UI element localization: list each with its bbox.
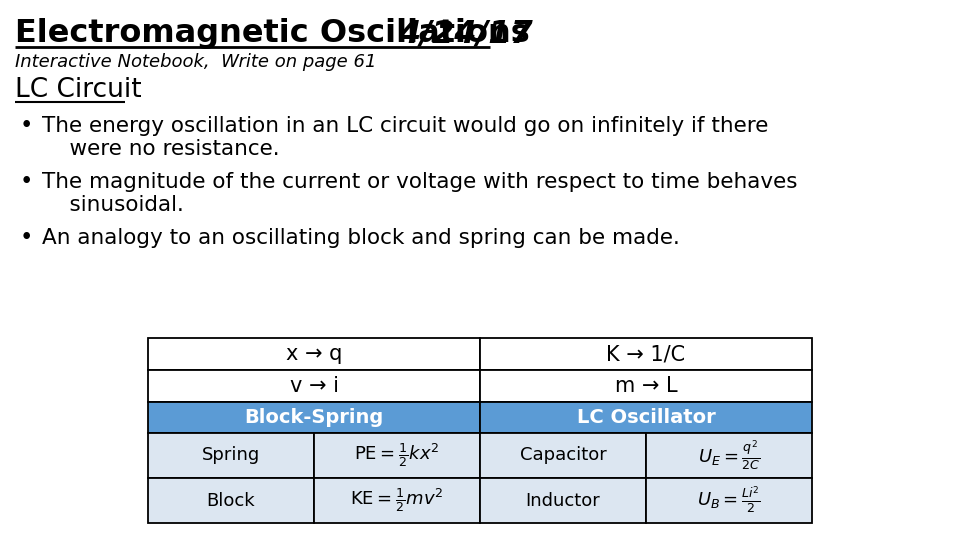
Text: •: •: [20, 114, 34, 137]
Bar: [480, 433, 646, 478]
Bar: [646, 433, 812, 478]
Bar: [314, 478, 480, 523]
Text: LC Oscillator: LC Oscillator: [577, 408, 715, 427]
Text: x → q: x → q: [286, 344, 342, 364]
Bar: [646, 478, 812, 523]
Text: sinusoidal.: sinusoidal.: [42, 195, 184, 215]
Bar: [148, 370, 480, 402]
Text: Spring: Spring: [202, 447, 260, 464]
Bar: [148, 338, 480, 370]
Text: •: •: [20, 226, 34, 249]
Bar: [480, 338, 812, 370]
Text: Block-Spring: Block-Spring: [245, 408, 384, 427]
Bar: [148, 433, 314, 478]
Bar: [314, 433, 480, 478]
Text: Electromagnetic Oscillations: Electromagnetic Oscillations: [15, 18, 540, 49]
Bar: [148, 402, 480, 433]
Bar: [480, 402, 812, 433]
Text: $U_B = \frac{Li^2}{2}$: $U_B = \frac{Li^2}{2}$: [697, 485, 761, 516]
Text: $\mathrm{PE} = \frac{1}{2}kx^2$: $\mathrm{PE} = \frac{1}{2}kx^2$: [354, 442, 440, 469]
Text: v → i: v → i: [290, 376, 339, 396]
Text: $\mathrm{KE} = \frac{1}{2}mv^2$: $\mathrm{KE} = \frac{1}{2}mv^2$: [350, 487, 444, 515]
Text: m → L: m → L: [614, 376, 678, 396]
Bar: [480, 478, 646, 523]
Text: $U_E = \frac{q^2}{2C}$: $U_E = \frac{q^2}{2C}$: [698, 438, 760, 472]
Text: Block: Block: [206, 491, 255, 510]
Text: 4/24/17: 4/24/17: [397, 18, 533, 49]
Text: K → 1/C: K → 1/C: [607, 344, 685, 364]
Text: An analogy to an oscillating block and spring can be made.: An analogy to an oscillating block and s…: [42, 228, 680, 248]
Text: Inductor: Inductor: [526, 491, 600, 510]
Text: LC Circuit: LC Circuit: [15, 77, 142, 103]
Text: The energy oscillation in an LC circuit would go on infinitely if there: The energy oscillation in an LC circuit …: [42, 116, 768, 136]
Text: were no resistance.: were no resistance.: [42, 139, 279, 159]
Bar: [480, 370, 812, 402]
Text: Interactive Notebook,  Write on page 61: Interactive Notebook, Write on page 61: [15, 53, 376, 71]
Bar: [148, 478, 314, 523]
Text: Capacitor: Capacitor: [519, 447, 607, 464]
Text: The magnitude of the current or voltage with respect to time behaves: The magnitude of the current or voltage …: [42, 172, 798, 192]
Text: •: •: [20, 170, 34, 193]
